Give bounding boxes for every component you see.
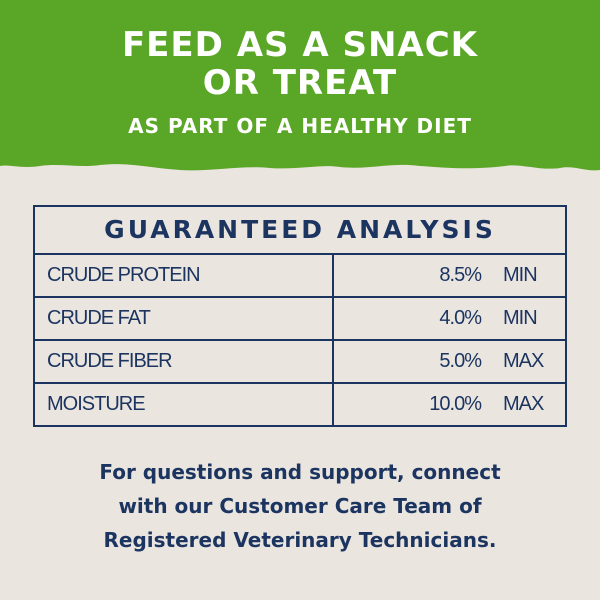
nutrient-value: 4.0% xyxy=(439,307,482,329)
nutrient-unit: MIN xyxy=(503,264,538,286)
nutrient-unit: MAX xyxy=(503,393,544,415)
banner-heading-line2: OR TREAT xyxy=(202,63,398,103)
guaranteed-analysis-table: GUARANTEED ANALYSIS CRUDE PROTEIN 8.5% MI… xyxy=(33,205,567,427)
nutrient-name: CRUDE FIBER xyxy=(35,341,334,382)
table-row: CRUDE PROTEIN 8.5% MIN xyxy=(35,255,565,298)
nutrient-name: CRUDE PROTEIN xyxy=(35,255,334,296)
support-text-line1: For questions and support, connect xyxy=(99,460,501,484)
nutrient-unit: MAX xyxy=(503,350,544,372)
banner-subheading: AS PART OF A HEALTHY DIET xyxy=(128,114,472,138)
green-banner: FEED AS A SNACK OR TREAT AS PART OF A HE… xyxy=(0,0,600,175)
nutrient-name: MOISTURE xyxy=(35,384,334,425)
nutrient-unit: MIN xyxy=(503,307,538,329)
nutrient-value: 10.0% xyxy=(429,393,482,415)
support-text: For questions and support, connect with … xyxy=(0,455,600,557)
table-row: MOISTURE 10.0% MAX xyxy=(35,384,565,425)
nutrient-value: 5.0% xyxy=(439,350,482,372)
support-text-line3: Registered Veterinary Technicians. xyxy=(103,528,497,552)
table-title: GUARANTEED ANALYSIS xyxy=(35,207,565,255)
nutrient-name: CRUDE FAT xyxy=(35,298,334,339)
table-row: CRUDE FIBER 5.0% MAX xyxy=(35,341,565,384)
banner-heading-line1: FEED AS A SNACK xyxy=(121,25,479,65)
nutrient-value: 8.5% xyxy=(439,264,482,286)
support-text-line2: with our Customer Care Team of xyxy=(118,494,482,518)
torn-edge-background xyxy=(0,0,600,171)
table-row: CRUDE FAT 4.0% MIN xyxy=(35,298,565,341)
